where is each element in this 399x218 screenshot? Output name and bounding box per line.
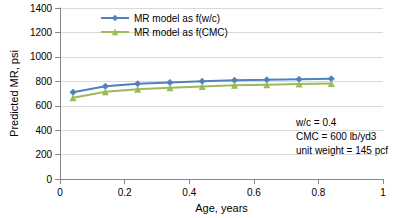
svg-text:200: 200 [35,149,52,160]
svg-text:0: 0 [47,174,53,185]
svg-text:1: 1 [380,187,386,198]
svg-text:CMC = 600 lb/yd3: CMC = 600 lb/yd3 [296,131,377,142]
svg-text:0.6: 0.6 [247,187,261,198]
svg-text:0.2: 0.2 [118,187,132,198]
svg-text:w/c = 0.4: w/c = 0.4 [295,117,337,128]
svg-text:MR model as f(CMC): MR model as f(CMC) [134,27,228,38]
svg-text:0.8: 0.8 [311,187,325,198]
svg-text:0: 0 [57,187,63,198]
svg-text:1200: 1200 [30,27,53,38]
svg-text:unit weight = 145 pcf: unit weight = 145 pcf [296,145,388,156]
svg-text:800: 800 [35,76,52,87]
svg-text:400: 400 [35,125,52,136]
svg-text:Predicted MR, psi: Predicted MR, psi [8,50,20,137]
svg-text:Age, years: Age, years [195,202,248,214]
svg-text:600: 600 [35,100,52,111]
svg-text:1000: 1000 [30,51,53,62]
svg-text:1400: 1400 [30,3,53,14]
svg-text:MR model as f(w/c): MR model as f(w/c) [134,13,220,24]
svg-text:0.4: 0.4 [182,187,196,198]
